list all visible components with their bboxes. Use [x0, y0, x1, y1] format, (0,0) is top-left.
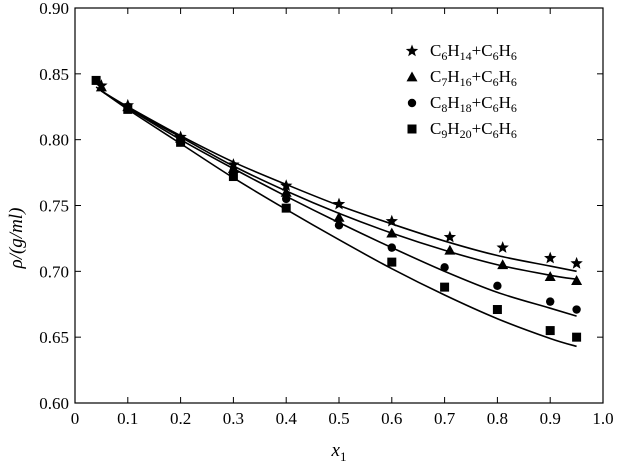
legend-text-part: H [447, 119, 459, 138]
legend-marker-circle [407, 98, 417, 108]
legend-subscript: 6 [511, 75, 517, 89]
x-axis-title: x1 [331, 440, 347, 463]
legend-text-part: C [430, 119, 441, 138]
data-point-square [176, 137, 186, 147]
fit-curve-star [100, 90, 577, 273]
legend-subscript: 14 [460, 49, 472, 63]
data-point-triangle [333, 211, 345, 222]
x-tick-label: 0.7 [434, 409, 456, 428]
data-point-star [280, 179, 293, 192]
data-point-square [281, 203, 291, 213]
y-tick-label: 0.75 [39, 197, 69, 216]
data-point-star [544, 251, 557, 264]
legend-text-part: H [447, 93, 459, 112]
y-axis-title: ρ/(g/ml) [6, 208, 27, 270]
y-tick-label: 0.90 [39, 0, 69, 18]
legend-subscript: 6 [493, 127, 499, 141]
x-tick-label: 0.3 [223, 409, 244, 428]
data-point-star [332, 197, 346, 210]
data-point-circle [334, 221, 344, 230]
legend-text-part: H [499, 67, 511, 86]
legend-marker-square [407, 124, 417, 134]
data-point-square [492, 305, 502, 315]
legend-subscript: 7 [441, 75, 447, 89]
data-point-triangle [571, 275, 583, 285]
legend-text-part: H [447, 67, 459, 86]
y-tick-label: 0.65 [39, 328, 69, 347]
data-point-square [545, 326, 555, 336]
data-point-square [387, 257, 397, 267]
x-tick-label: 0.6 [381, 409, 402, 428]
legend-text-part: C [430, 67, 441, 86]
data-point-star [570, 256, 583, 269]
y-tick-label: 0.70 [39, 262, 69, 281]
data-points [91, 75, 583, 342]
data-point-circle [387, 243, 396, 252]
data-point-star [385, 214, 398, 227]
data-point-square [572, 332, 582, 342]
data-point-square [440, 282, 450, 292]
x-tick-label: 0.8 [487, 409, 508, 428]
data-point-triangle [95, 81, 107, 92]
legend-subscript: 6 [511, 49, 517, 63]
legend-subscript: 6 [493, 101, 499, 115]
legend-marker-triangle [406, 71, 418, 82]
y-tick-label: 0.60 [39, 394, 69, 413]
legend-text-part: H [499, 41, 511, 60]
data-point-star [496, 241, 509, 253]
data-point-triangle [280, 186, 292, 197]
legend-text-part: +C [472, 67, 493, 86]
legend-subscript: 6 [511, 101, 517, 115]
x-axis-title-subscript: 1 [340, 449, 347, 463]
data-point-circle [440, 263, 449, 272]
x-tick-label: 0.4 [276, 409, 298, 428]
data-point-square [91, 75, 101, 85]
x-tick-label: 0.9 [540, 409, 561, 428]
legend-text-part: H [499, 93, 511, 112]
x-tick-label: 0.2 [170, 409, 191, 428]
data-point-triangle [386, 227, 398, 238]
legend-text-part: H [447, 41, 459, 60]
x-tick-label: 0 [71, 409, 80, 428]
data-point-triangle [497, 259, 509, 270]
legend-subscript: 8 [441, 101, 447, 115]
legend-subscript: 6 [493, 49, 499, 63]
x-tick-label: 1.0 [592, 409, 613, 428]
data-point-circle [546, 297, 555, 306]
legend-text-part: +C [472, 41, 493, 60]
legend-subscript: 6 [493, 75, 499, 89]
legend-text-part: +C [472, 119, 493, 138]
legend-subscript: 16 [460, 75, 472, 89]
legend-label: C7H16+C6H6 [430, 67, 517, 89]
legend-label: C8H18+C6H6 [430, 93, 517, 115]
legend-text-part: H [499, 119, 511, 138]
data-point-square [123, 104, 133, 114]
legend-subscript: 20 [460, 127, 472, 141]
axis-ticks: 0 0.1 0.2 0.3 0.4 0.5 0.6 0.7 0.8 0.9 1.0 0.60 0.65 0… [39, 0, 613, 428]
x-tick-label: 0.5 [328, 409, 349, 428]
data-point-star [443, 230, 457, 243]
y-tick-label: 0.80 [39, 131, 69, 150]
legend-label: C9H20+C6H6 [430, 119, 517, 141]
legend-marker-star [405, 44, 419, 57]
legend-subscript: 6 [441, 49, 447, 63]
legend-subscript: 18 [460, 101, 472, 115]
legend-label: C6H14+C6H6 [430, 41, 517, 63]
data-point-triangle [444, 244, 456, 255]
data-point-square [228, 172, 238, 182]
legend-text-part: C [430, 93, 441, 112]
legend-text-part: C [430, 41, 441, 60]
data-point-circle [282, 194, 291, 204]
data-point-triangle [544, 271, 556, 281]
legend-text-part: +C [472, 93, 493, 112]
x-tick-label: 0.1 [117, 409, 138, 428]
fit-curve-square [95, 86, 577, 348]
data-point-circle [572, 305, 581, 314]
y-tick-label: 0.85 [39, 65, 69, 84]
legend-subscript: 6 [511, 127, 517, 141]
data-point-circle [493, 281, 502, 291]
legend-subscript: 9 [441, 127, 447, 141]
